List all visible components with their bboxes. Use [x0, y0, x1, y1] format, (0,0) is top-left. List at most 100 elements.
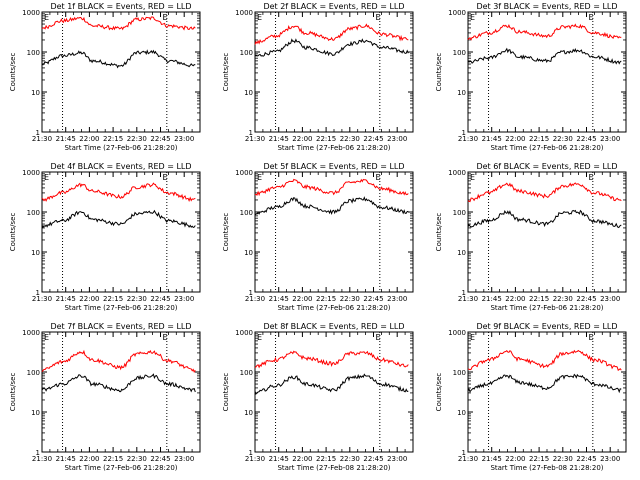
- plot-frame: [41, 171, 201, 293]
- panel-det-1: Det 1f BLACK = Events, RED = LLD 1 10 100 10…: [9, 2, 201, 152]
- panel-det-6: Det 6f BLACK = Events, RED = LLD 1 10 100 10…: [435, 162, 627, 312]
- x-tick-label: 22:15: [529, 295, 549, 303]
- marker-e: E: [257, 333, 262, 342]
- series-line-events: [254, 38, 409, 57]
- x-tick-label: 22:15: [103, 135, 123, 143]
- marker-e: E: [44, 333, 49, 342]
- x-tick-label: 21:45: [56, 135, 76, 143]
- chart-title: Det 5f BLACK = Events, RED = LLD: [263, 162, 404, 171]
- y-tick-label: 10: [244, 89, 253, 97]
- marker-e: E: [589, 13, 594, 22]
- x-tick-label: 22:00: [79, 135, 99, 143]
- y-axis-label: Counts/sec: [222, 373, 230, 412]
- panel-det-8: Det 8f BLACK = Events, RED = LLD 1 10 100 10…: [222, 322, 414, 472]
- y-tick-label: 10: [244, 409, 253, 417]
- x-tick-label: 21:30: [245, 295, 265, 303]
- x-tick-label: 22:00: [505, 295, 525, 303]
- chart-title: Det 2f BLACK = Events, RED = LLD: [263, 2, 404, 11]
- x-tick-label: 22:30: [553, 455, 573, 463]
- series-line-lld: [467, 182, 622, 203]
- marker-e: E: [44, 13, 49, 22]
- x-tick-label: 23:00: [174, 455, 194, 463]
- y-tick-label: 10: [31, 249, 40, 257]
- chart-title: Det 1f BLACK = Events, RED = LLD: [50, 2, 191, 11]
- marker-e: E: [163, 13, 168, 22]
- x-tick-label: 22:00: [505, 135, 525, 143]
- x-tick-label: 22:15: [529, 135, 549, 143]
- marker-e: E: [589, 173, 594, 182]
- x-tick-label: 21:45: [482, 295, 502, 303]
- y-tick-label: 100: [240, 209, 253, 217]
- marker-e: E: [44, 173, 49, 182]
- plot-frame: [254, 331, 414, 453]
- y-tick-label: 100: [27, 369, 40, 377]
- marker-e: E: [257, 13, 262, 22]
- x-tick-label: 22:15: [316, 135, 336, 143]
- marker-e: E: [376, 13, 381, 22]
- x-axis-label: Start Time (27-Feb-08 21:28:20): [490, 464, 603, 472]
- x-tick-label: 21:30: [32, 455, 52, 463]
- x-tick-label: 22:30: [340, 455, 360, 463]
- series-line-events: [467, 373, 622, 394]
- plot-frame: [467, 331, 627, 453]
- y-tick-label: 1: [462, 129, 466, 137]
- x-tick-label: 22:30: [127, 455, 147, 463]
- x-tick-label: 22:15: [316, 295, 336, 303]
- series-line-lld: [467, 23, 622, 41]
- y-tick-label: 1000: [448, 169, 466, 177]
- y-tick-label: 1: [462, 289, 466, 297]
- marker-e: E: [470, 173, 475, 182]
- y-tick-label: 1000: [22, 9, 40, 17]
- y-tick-label: 100: [240, 369, 253, 377]
- x-tick-label: 21:45: [269, 455, 289, 463]
- chart-title: Det 3f BLACK = Events, RED = LLD: [476, 2, 617, 11]
- x-tick-label: 23:00: [174, 135, 194, 143]
- y-tick-label: 100: [240, 49, 253, 57]
- plot-frame: [467, 171, 627, 293]
- y-axis-label: Counts/sec: [222, 53, 230, 92]
- x-tick-label: 22:00: [292, 135, 312, 143]
- marker-e: E: [163, 173, 168, 182]
- x-tick-label: 22:30: [553, 295, 573, 303]
- panel-det-9: Det 9f BLACK = Events, RED = LLD 1 10 100 10…: [435, 322, 627, 472]
- x-tick-label: 23:00: [600, 295, 620, 303]
- x-tick-label: 22:30: [127, 135, 147, 143]
- y-tick-label: 1000: [235, 329, 253, 337]
- y-axis-label: Counts/sec: [222, 213, 230, 252]
- y-tick-label: 1: [249, 129, 253, 137]
- x-tick-label: 21:30: [245, 455, 265, 463]
- x-axis-label: Start Time (27-Feb-06 21:28:20): [490, 144, 603, 152]
- marker-e: E: [163, 333, 168, 342]
- chart-title: Det 4f BLACK = Events, RED = LLD: [50, 162, 191, 171]
- x-tick-label: 21:30: [245, 135, 265, 143]
- marker-e: E: [257, 173, 262, 182]
- y-tick-label: 1: [249, 449, 253, 457]
- x-tick-label: 22:15: [103, 295, 123, 303]
- x-tick-label: 21:30: [458, 295, 478, 303]
- y-tick-label: 10: [457, 89, 466, 97]
- y-tick-label: 10: [31, 89, 40, 97]
- y-tick-label: 100: [27, 209, 40, 217]
- x-tick-label: 22:45: [363, 295, 383, 303]
- y-tick-label: 10: [457, 249, 466, 257]
- x-tick-label: 21:45: [269, 135, 289, 143]
- y-tick-label: 1: [462, 449, 466, 457]
- x-axis-label: Start Time (27-Feb-08 21:28:20): [277, 464, 390, 472]
- x-tick-label: 21:30: [32, 135, 52, 143]
- x-tick-label: 23:00: [600, 455, 620, 463]
- series-line-events: [467, 47, 622, 65]
- series-line-events: [41, 373, 196, 393]
- y-tick-label: 100: [27, 49, 40, 57]
- y-tick-label: 1000: [448, 329, 466, 337]
- x-tick-label: 23:00: [174, 295, 194, 303]
- y-tick-label: 100: [453, 209, 466, 217]
- chart-title: Det 7f BLACK = Events, RED = LLD: [50, 322, 191, 331]
- x-tick-label: 22:00: [79, 295, 99, 303]
- panel-det-7: Det 7f BLACK = Events, RED = LLD 1 10 100 10…: [9, 322, 201, 472]
- series-line-lld: [254, 23, 409, 45]
- x-tick-label: 21:45: [56, 455, 76, 463]
- x-tick-label: 22:00: [292, 295, 312, 303]
- x-tick-label: 21:45: [56, 295, 76, 303]
- chart-title: Det 8f BLACK = Events, RED = LLD: [263, 322, 404, 331]
- y-tick-label: 10: [244, 249, 253, 257]
